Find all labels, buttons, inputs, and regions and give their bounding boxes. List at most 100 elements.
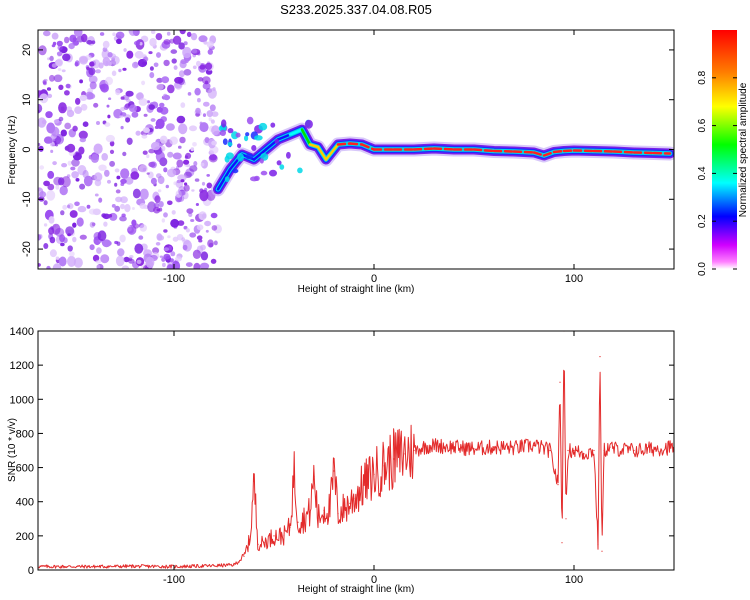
noise-blob	[62, 53, 71, 62]
noise-blob	[121, 265, 130, 269]
noise-blob	[107, 179, 111, 184]
noise-blob	[47, 170, 55, 179]
noise-blob	[50, 149, 54, 153]
noise-blob	[177, 174, 187, 181]
x-tick-label: 0	[371, 574, 377, 586]
snr-point	[423, 446, 425, 448]
noise-blob	[196, 60, 201, 67]
noise-blob	[105, 134, 115, 143]
noise-blob	[197, 98, 201, 103]
snr-point	[383, 465, 385, 467]
noise-blob	[183, 184, 190, 192]
snr-point	[309, 511, 311, 513]
noise-blob	[139, 188, 149, 200]
noise-blob	[103, 221, 108, 227]
noise-blob	[196, 224, 204, 231]
noise-blob	[119, 234, 126, 243]
snr-point	[597, 543, 599, 546]
noise-blob	[74, 62, 79, 67]
noise-blob	[49, 236, 56, 244]
noise-blob	[127, 226, 134, 234]
noise-blob	[122, 67, 127, 71]
noise-blob	[194, 178, 200, 182]
noise-blob	[68, 43, 75, 50]
noise-blob	[79, 79, 83, 84]
y-tick-label: 20	[21, 44, 33, 56]
snr-frame	[37, 330, 675, 571]
noise-blob	[118, 68, 122, 73]
noise-blob	[55, 185, 60, 190]
noise-blob	[38, 234, 42, 241]
noise-blob	[67, 204, 71, 209]
noise-blob	[199, 188, 204, 193]
noise-blob	[205, 229, 209, 233]
noise-blob	[167, 168, 177, 178]
noise-blob	[52, 263, 62, 269]
noise-blob	[170, 218, 180, 228]
noise-blob	[93, 102, 99, 108]
snr-point	[583, 453, 585, 455]
noise-blob	[192, 142, 197, 147]
noise-blob	[204, 220, 212, 227]
noise-blob	[178, 42, 185, 50]
noise-blob	[148, 148, 155, 154]
noise-blob	[204, 136, 210, 144]
noise-blob	[88, 67, 96, 76]
noise-blob	[115, 189, 121, 194]
noise-blob	[108, 97, 112, 100]
noise-blob	[149, 66, 154, 71]
noise-blob	[71, 158, 80, 167]
snr-point	[363, 484, 365, 486]
colorbar-tick-label: 0.4	[697, 166, 708, 180]
noise-blob	[161, 218, 165, 223]
snr-x-label: Height of straight line (km)	[298, 584, 415, 595]
snr-point	[493, 446, 495, 448]
noise-blob	[155, 242, 161, 246]
snr-point	[303, 518, 305, 520]
noise-blob	[38, 145, 44, 152]
noise-blob	[46, 265, 51, 269]
noise-blob	[67, 160, 72, 166]
noise-blob	[60, 242, 65, 247]
noise-blob	[208, 154, 218, 163]
ridge-segment	[492, 149, 516, 153]
noise-blob	[64, 90, 70, 96]
noise-blob	[186, 208, 194, 214]
noise-blob	[177, 220, 185, 226]
noise-blob	[182, 244, 188, 251]
noise-blob	[49, 55, 54, 62]
noise-blob	[51, 223, 61, 235]
noise-blob	[185, 262, 193, 267]
noise-blob	[92, 59, 101, 69]
transition-blob	[258, 122, 268, 131]
ridge-segment	[532, 151, 546, 157]
transition-blob	[250, 176, 259, 182]
noise-blobs	[38, 30, 222, 269]
noise-blob	[89, 221, 95, 228]
noise-blob	[170, 251, 176, 257]
noise-blob	[79, 94, 88, 101]
y-tick-label: -20	[21, 241, 33, 257]
noise-blob	[192, 249, 201, 259]
noise-blob	[80, 33, 88, 43]
noise-blob	[170, 49, 178, 54]
noise-blob	[165, 123, 175, 131]
noise-blob	[121, 213, 126, 218]
snr-point	[353, 497, 355, 499]
transition-blob	[232, 168, 239, 174]
noise-blob	[49, 249, 57, 258]
noise-blob	[186, 31, 192, 38]
noise-blob	[125, 90, 134, 97]
noise-blob	[165, 184, 169, 189]
snr-point	[573, 449, 575, 452]
y-tick-label: 1000	[10, 394, 34, 406]
noise-blob	[132, 61, 139, 69]
noise-blob	[150, 141, 161, 151]
noise-blob	[123, 256, 130, 263]
noise-blob	[86, 66, 90, 71]
snr-y-label: SNR (10 * v/v)	[7, 418, 18, 482]
colorbar-tick-label: 0.6	[697, 118, 708, 132]
snr-point	[323, 509, 325, 511]
noise-blob	[163, 229, 168, 233]
